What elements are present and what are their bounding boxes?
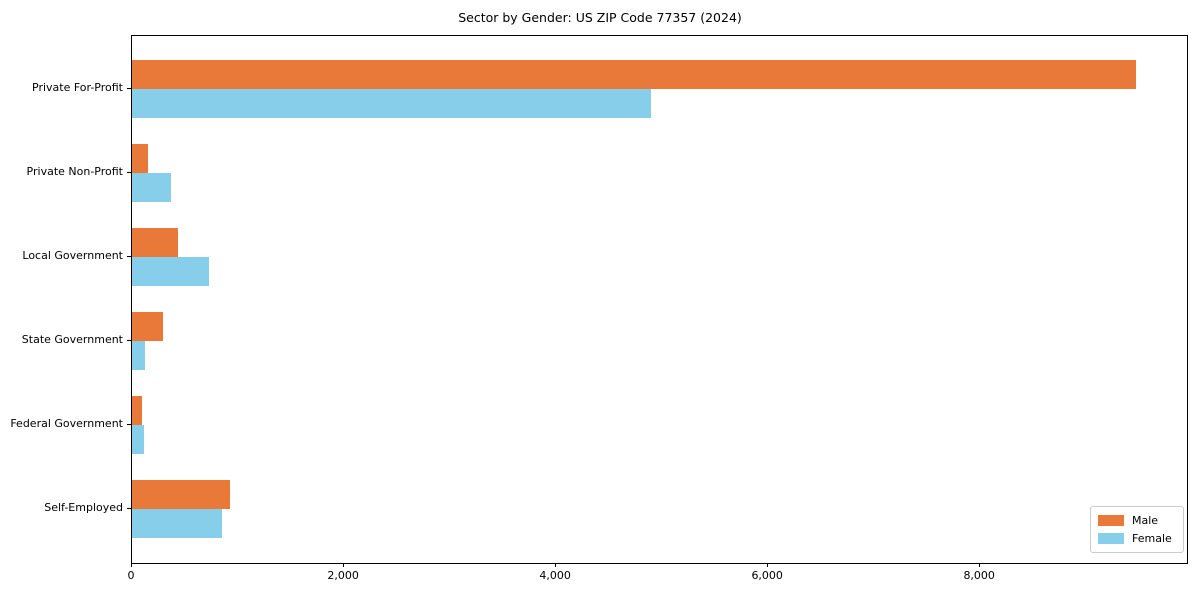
bar-female-federal-government [132,425,144,454]
y-tick-label-state-government: State Government [21,333,123,346]
bar-female-local-government [132,257,209,286]
bar-male-state-government [132,312,163,341]
legend-swatch-female [1098,533,1124,545]
y-tick-label-local-government: Local Government [22,249,123,262]
legend-label-female: Female [1132,532,1172,546]
bar-male-self-employed [132,480,231,509]
y-tick-mark [127,340,131,341]
y-tick-label-federal-government: Federal Government [10,417,123,430]
bar-female-private-for-profit [132,89,651,118]
legend-entry-female: Female [1098,532,1176,545]
bar-female-state-government [132,341,146,370]
y-tick-mark [127,172,131,173]
x-tick-label-4-000: 4,000 [539,569,571,582]
bar-male-local-government [132,228,179,257]
x-tick-mark [555,563,557,567]
x-tick-label-2-000: 2,000 [327,569,359,582]
plot-area [131,35,1188,564]
bar-male-private-for-profit [132,60,1137,89]
y-tick-mark [127,508,131,509]
x-tick-label-0: 0 [127,569,135,582]
legend-swatch-male [1098,514,1124,526]
bar-male-private-non-profit [132,144,148,173]
x-tick-label-8-000: 8,000 [963,569,995,582]
legend-entry-male: Male [1098,514,1176,527]
bar-female-private-non-profit [132,173,172,202]
bar-female-self-employed [132,509,222,538]
y-tick-label-private-non-profit: Private Non-Profit [26,165,123,178]
y-tick-label-private-for-profit: Private For-Profit [32,81,123,94]
legend-label-male: Male [1132,513,1159,527]
x-tick-mark [131,563,132,567]
x-tick-label-6-000: 6,000 [751,569,783,582]
y-tick-label-self-employed: Self-Employed [44,501,123,514]
chart-title: Sector by Gender: US ZIP Code 77357 (202… [458,10,742,25]
legend: Male Female [1090,506,1184,553]
x-tick-mark [343,563,345,567]
bar-male-federal-government [132,396,143,425]
y-tick-mark [127,88,131,89]
y-tick-mark [127,256,131,257]
x-tick-mark [979,563,981,567]
y-tick-mark [127,424,131,425]
x-tick-mark [767,563,769,567]
